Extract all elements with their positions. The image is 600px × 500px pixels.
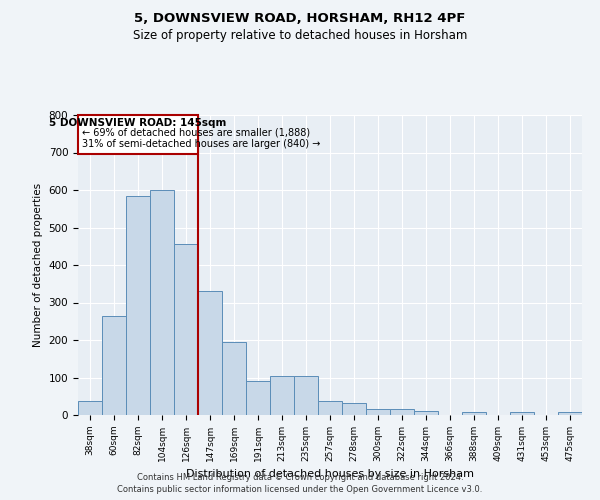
Bar bbox=[78, 401, 102, 415]
Bar bbox=[510, 412, 534, 415]
Bar bbox=[390, 408, 414, 415]
Bar bbox=[270, 376, 294, 415]
FancyBboxPatch shape bbox=[78, 115, 198, 154]
Bar bbox=[126, 196, 150, 415]
Bar bbox=[342, 403, 366, 415]
Text: ← 69% of detached houses are smaller (1,888): ← 69% of detached houses are smaller (1,… bbox=[82, 128, 310, 138]
Text: Size of property relative to detached houses in Horsham: Size of property relative to detached ho… bbox=[133, 29, 467, 42]
Bar bbox=[414, 410, 438, 415]
Text: Contains public sector information licensed under the Open Government Licence v3: Contains public sector information licen… bbox=[118, 484, 482, 494]
X-axis label: Distribution of detached houses by size in Horsham: Distribution of detached houses by size … bbox=[186, 470, 474, 480]
Bar bbox=[222, 342, 246, 415]
Bar bbox=[246, 381, 270, 415]
Text: Contains HM Land Registry data © Crown copyright and database right 2024.: Contains HM Land Registry data © Crown c… bbox=[137, 473, 463, 482]
Bar bbox=[462, 412, 486, 415]
Bar bbox=[150, 190, 174, 415]
Text: 5, DOWNSVIEW ROAD, HORSHAM, RH12 4PF: 5, DOWNSVIEW ROAD, HORSHAM, RH12 4PF bbox=[134, 12, 466, 26]
Bar bbox=[198, 291, 222, 415]
Bar bbox=[318, 401, 342, 415]
Text: 31% of semi-detached houses are larger (840) →: 31% of semi-detached houses are larger (… bbox=[82, 139, 320, 149]
Bar bbox=[174, 244, 198, 415]
Y-axis label: Number of detached properties: Number of detached properties bbox=[33, 183, 43, 347]
Text: 5 DOWNSVIEW ROAD: 145sqm: 5 DOWNSVIEW ROAD: 145sqm bbox=[49, 118, 227, 128]
Bar bbox=[102, 316, 126, 415]
Bar bbox=[366, 408, 390, 415]
Bar bbox=[558, 412, 582, 415]
Bar bbox=[294, 376, 318, 415]
